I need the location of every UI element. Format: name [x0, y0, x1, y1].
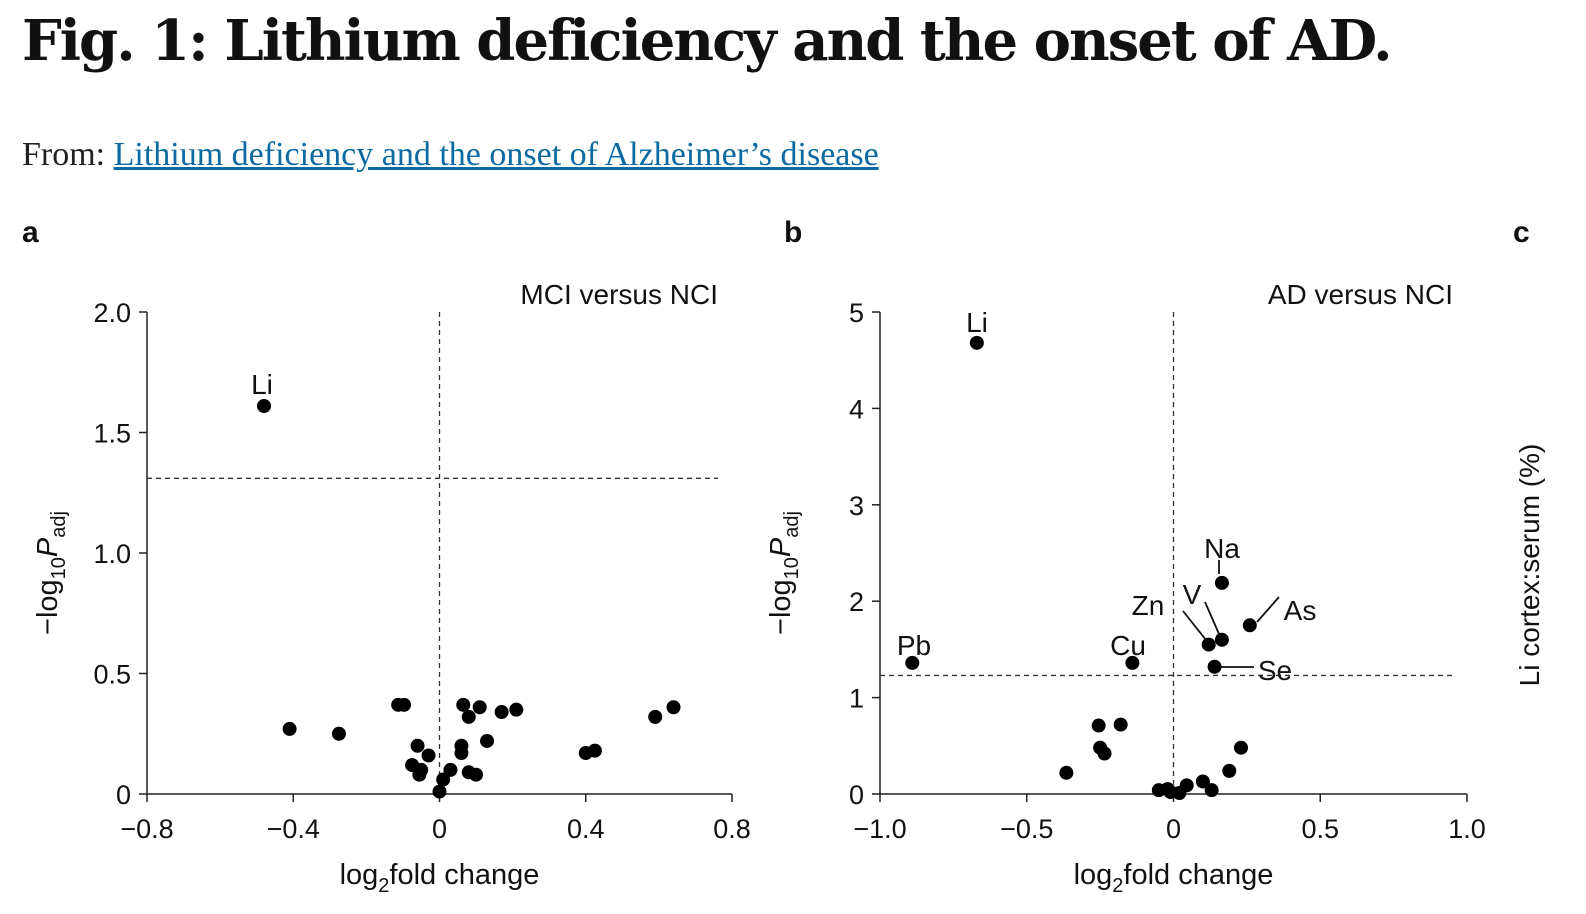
leader-line: [1204, 601, 1220, 635]
data-point: [1222, 763, 1237, 778]
x-tick-label: −1.0: [853, 814, 906, 844]
y-tick-label: 1: [849, 684, 864, 714]
data-point: [1234, 740, 1249, 755]
data-point: [587, 743, 602, 758]
plot-b: −1.0 −0.5 0 0.5 1.0 0 1 2 3 4 5 AD versus NCI log2fo…: [765, 279, 1486, 897]
y-tick-label: 0: [116, 780, 131, 810]
x-tick-label: 0: [432, 814, 447, 844]
data-point: [1172, 786, 1187, 801]
data-point: [456, 697, 471, 712]
y-tick-label: 5: [849, 298, 864, 328]
data-point: [282, 721, 297, 736]
x-tick-label: −0.5: [1000, 814, 1053, 844]
data-point: [410, 738, 425, 753]
data-point: [1091, 718, 1106, 733]
y-tick-label: 1.5: [93, 419, 131, 449]
x-tick-label: 1.0: [1448, 814, 1486, 844]
article-link[interactable]: Lithium deficiency and the onset of Alzh…: [113, 136, 879, 173]
point-Zn: [1201, 637, 1216, 652]
data-point: [454, 746, 469, 761]
panel-label-a: a: [22, 216, 39, 249]
point-label: Na: [1204, 533, 1240, 564]
point-As: [1242, 618, 1257, 633]
point-Pb: [905, 655, 920, 670]
x-tick-label: −0.8: [120, 814, 173, 844]
x-tick-label: 0.5: [1301, 814, 1339, 844]
figure-title: Fig. 1: Lithium deficiency and the onset…: [22, 8, 1393, 74]
y-tick-label: 3: [849, 491, 864, 521]
y-tick-label: 0.5: [93, 660, 131, 690]
data-point: [443, 762, 458, 777]
data-point: [461, 709, 476, 724]
data-point: [1097, 746, 1112, 761]
data-point: [331, 726, 346, 741]
point-Se: [1207, 659, 1222, 674]
data-point: [469, 767, 484, 782]
data-point: [1113, 717, 1128, 732]
point-label: V: [1183, 579, 1202, 610]
data-point: [412, 767, 427, 782]
data-point: [1059, 765, 1074, 780]
point-label: Se: [1258, 655, 1292, 686]
plot-title: MCI versus NCI: [520, 279, 718, 310]
data-point: [1195, 774, 1210, 789]
point-label: As: [1284, 595, 1317, 626]
y-tick-label: 4: [849, 394, 864, 424]
x-axis-label: log2fold change: [340, 859, 540, 897]
point-Cu: [1125, 655, 1140, 670]
plot-title: AD versus NCI: [1268, 279, 1453, 310]
data-point: [472, 700, 487, 715]
plot-a: −0.8 −0.4 0 0.4 0.8 0 0.5 1.0 1.5 2.0 MCI versus N…: [32, 279, 751, 897]
point-Na: [1214, 575, 1229, 590]
point-V: [1214, 632, 1229, 647]
data-point: [1204, 783, 1219, 798]
point-Li: [969, 335, 984, 350]
y-tick-label: 0: [849, 780, 864, 810]
y-axis-label: −log10Padj: [32, 511, 70, 635]
x-tick-label: 0.8: [713, 814, 751, 844]
from-label: From:: [22, 136, 106, 173]
data-point: [648, 709, 663, 724]
point-label: Cu: [1110, 630, 1146, 661]
data-point: [397, 697, 412, 712]
point-label: Pb: [897, 630, 931, 661]
panel-label-b: b: [784, 216, 803, 249]
point-label: Li: [251, 369, 273, 400]
x-axis-label: log2fold change: [1074, 859, 1274, 897]
data-point: [494, 705, 509, 720]
panel-label-c: c: [1513, 216, 1530, 249]
y-axis-label: −log10Padj: [765, 511, 803, 635]
data-point: [509, 702, 524, 717]
data-point: [421, 748, 436, 763]
point-Li: [257, 398, 271, 413]
y-tick-label: 2: [849, 587, 864, 617]
x-tick-label: 0.4: [567, 814, 605, 844]
data-point: [432, 784, 447, 799]
leader-line: [1256, 596, 1280, 623]
source-line: From: Lithium deficiency and the onset o…: [22, 136, 879, 174]
data-point: [480, 733, 495, 748]
y-tick-label: 2.0: [93, 298, 131, 328]
x-tick-label: 0: [1166, 814, 1181, 844]
x-tick-label: −0.4: [267, 814, 320, 844]
point-label: Zn: [1132, 590, 1165, 621]
point-label: Li: [966, 307, 988, 338]
data-point: [666, 700, 681, 715]
y-tick-label: 1.0: [93, 539, 131, 569]
data-point: [436, 772, 451, 787]
leader-line: [1182, 610, 1207, 641]
